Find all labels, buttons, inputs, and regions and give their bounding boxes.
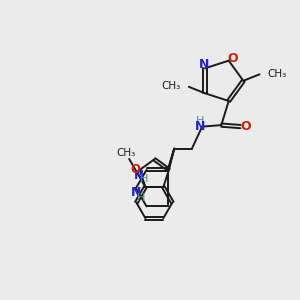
Text: O: O	[130, 163, 140, 176]
Text: N: N	[195, 120, 205, 133]
Text: H: H	[137, 193, 145, 202]
Text: N: N	[131, 186, 141, 199]
Text: N: N	[134, 169, 144, 182]
Text: CH₃: CH₃	[116, 148, 136, 158]
Text: H: H	[140, 174, 149, 184]
Text: N: N	[199, 58, 210, 71]
Text: H: H	[196, 116, 204, 126]
Text: O: O	[241, 120, 251, 133]
Text: O: O	[227, 52, 238, 65]
Text: CH₃: CH₃	[268, 69, 287, 79]
Text: CH₃: CH₃	[161, 81, 181, 91]
